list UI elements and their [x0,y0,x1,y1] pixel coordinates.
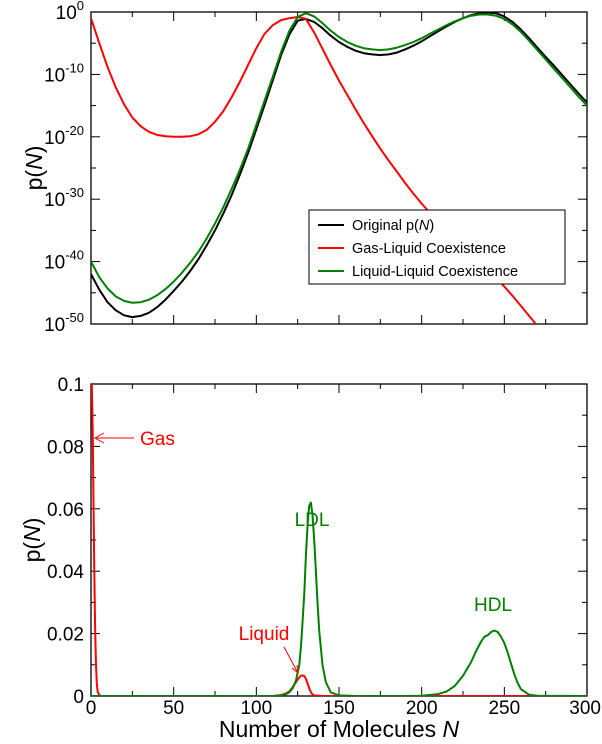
legend-label-gas-liquid: Gas-Liquid Coexistence [352,241,506,257]
top-y-tick-label: 10-30 [44,185,84,211]
bottom-x-tick-label: 200 [406,698,438,719]
bottom-y-axis-label: p(N) [19,518,45,563]
annotation-hdl: HDL [474,595,512,616]
bottom-y-tick-label: 0 [73,687,84,708]
bottom-y-tick-label: 0.04 [47,562,84,583]
bottom-series-green [91,501,587,696]
liquid-arrowhead [291,664,299,675]
bottom-y-tick-label: 0.02 [47,625,84,646]
top-panel: 100 10-10 10-20 10-30 10-40 10-50 p(N) Origin… [21,0,588,336]
bottom-x-tick-label: 150 [323,698,355,719]
top-y-tick-label: 10-10 [44,60,84,86]
bottom-y-tick-label: 0.1 [58,375,84,396]
liquid-arrow [283,646,299,674]
bottom-x-tick-label: 50 [163,698,184,719]
x-axis-label: Number of Molecules N [219,716,460,742]
top-y-tick-label: 10-20 [44,123,84,149]
top-y-tick-label: 10-50 [44,310,84,336]
bottom-x-tick-label: 250 [488,698,520,719]
top-y-axis-label: p(N) [21,146,47,191]
top-series-original [91,12,587,319]
annotations: Gas LDL Liquid HDL [93,429,512,675]
annotation-gas: Gas [140,429,175,450]
top-y-tick-label: 100 [56,0,84,24]
gas-arrowhead [93,432,105,444]
top-y-tick-label: 10-40 [44,248,84,274]
top-series-liquid-liquid [91,12,587,304]
top-y-tick-labels: 100 10-10 10-20 10-30 10-40 10-50 [44,0,84,336]
bottom-panel: 00.020.040.060.080.1 0 50 100 150 200 250 300 … [19,375,601,742]
bottom-x-tick-label: 0 [86,698,97,719]
bottom-y-tick-labels: 0 0.02 0.04 0.06 0.08 0.1 [47,375,84,708]
annotation-liquid: Liquid [239,624,290,645]
legend-label-original: Original p(N) [352,218,434,234]
bottom-x-tick-labels: 0 50 100 150 200 250 300 [86,698,601,719]
bottom-y-tick-label: 0.08 [47,437,84,458]
legend-box [308,209,566,285]
bottom-y-tick-label: 0.06 [47,500,84,521]
bottom-series-lines [91,384,587,696]
bottom-x-tick-label: 300 [569,698,601,719]
bottom-x-tick-label: 100 [240,698,272,719]
legend: Original p(N) Gas-Liquid Coexistence Liq… [308,209,566,285]
annotation-ldl: LDL [295,510,330,531]
legend-label-liquid-liquid: Liquid-Liquid Coexistence [352,264,518,280]
